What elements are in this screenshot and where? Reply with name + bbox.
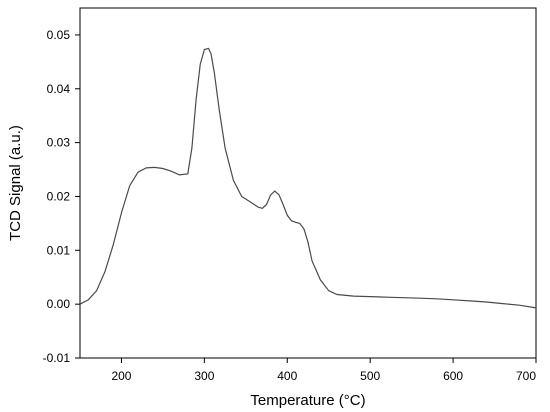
x-tick-label: 300 bbox=[194, 369, 214, 383]
y-axis-label: TCD Signal (a.u.) bbox=[7, 125, 24, 241]
tcd-signal-line bbox=[79, 47, 537, 309]
plot-frame bbox=[79, 7, 537, 359]
y-tick-label: 0.01 bbox=[47, 243, 71, 257]
y-tick-label: 0.04 bbox=[47, 82, 71, 96]
x-tick-label: 700 bbox=[516, 369, 536, 383]
y-tick-label: 0.02 bbox=[47, 189, 71, 203]
x-axis-label: Temperature (°C) bbox=[250, 392, 365, 409]
y-tick-label: -0.01 bbox=[43, 351, 71, 365]
y-tick-label: 0.03 bbox=[47, 136, 71, 150]
y-tick-label: 0.00 bbox=[47, 297, 71, 311]
x-tick-label: 400 bbox=[277, 369, 297, 383]
x-tick-label: 200 bbox=[111, 369, 131, 383]
y-axis-ticks: -0.01 0.00 0.01 0.02 0.03 0.04 0.05 bbox=[43, 28, 80, 365]
x-axis-ticks: 200 300 400 500 600 700 bbox=[111, 358, 537, 383]
y-tick-label: 0.05 bbox=[47, 28, 71, 42]
x-tick-label: 500 bbox=[360, 369, 380, 383]
x-tick-label: 600 bbox=[443, 369, 463, 383]
